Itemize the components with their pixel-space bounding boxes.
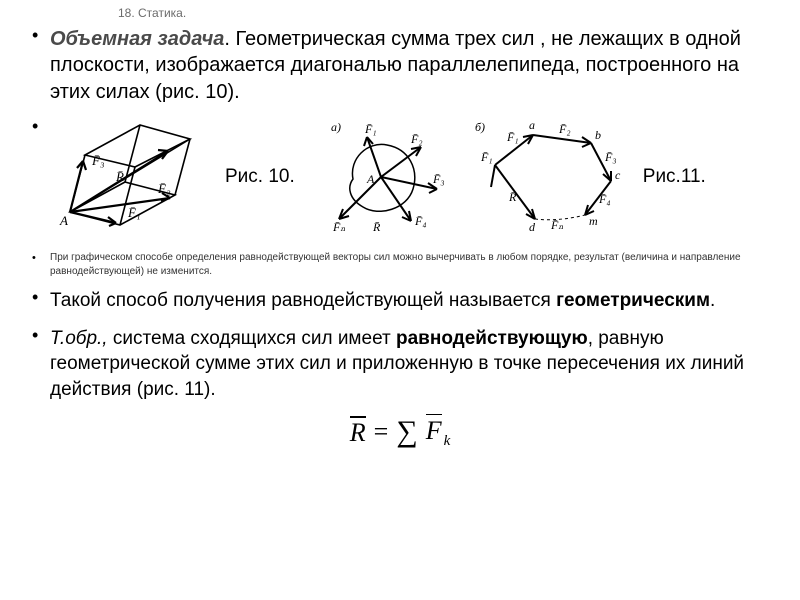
figure-row: F̄₁ F̄₂ F̄₃ R̄ A Рис. 10. a) xyxy=(50,117,772,237)
formula-eq: = xyxy=(374,417,389,447)
svg-text:F̄ₙ: F̄ₙ xyxy=(550,218,564,232)
svg-text:F̄₃: F̄₃ xyxy=(432,172,445,186)
para-resultant: Т.обр., система сходящихся сил имеет рав… xyxy=(50,326,772,402)
p3a: система сходящихся сил имеет xyxy=(108,328,396,349)
formula-Fk: Fk xyxy=(426,414,451,450)
svg-text:a): a) xyxy=(331,120,341,134)
fig11-caption: Рис.11. xyxy=(643,166,706,188)
content-list: Объемная задача. Геометрическая сумма тр… xyxy=(28,26,772,402)
svg-text:F̄₂: F̄₂ xyxy=(410,132,423,146)
svg-text:F̄₄: F̄₄ xyxy=(598,192,611,206)
item-figures: F̄₁ F̄₂ F̄₃ R̄ A Рис. 10. a) xyxy=(28,117,772,237)
lead-term: Объемная задача xyxy=(50,28,224,50)
figure-11b: б) a b xyxy=(471,117,623,237)
svg-text:d: d xyxy=(529,220,536,234)
svg-text:F̄₂: F̄₂ xyxy=(558,122,571,136)
svg-text:R̄: R̄ xyxy=(115,169,124,184)
formula: R = ∑ Fk xyxy=(350,414,451,450)
svg-text:A: A xyxy=(366,172,375,186)
svg-text:m: m xyxy=(589,214,598,228)
figure-10: F̄₁ F̄₂ F̄₃ R̄ A xyxy=(50,117,205,237)
polygon-diagram: б) a b xyxy=(471,117,623,237)
svg-text:F̄₃: F̄₃ xyxy=(91,153,104,168)
p2a: Такой способ получения равнодействующей … xyxy=(50,290,556,311)
svg-text:F̄₄: F̄₄ xyxy=(414,214,427,228)
fig10-caption: Рис. 10. xyxy=(225,166,295,188)
note-text: При графическом способе определения равн… xyxy=(50,251,772,278)
sum-sign: ∑ xyxy=(396,417,417,447)
formula-R: R xyxy=(350,416,366,448)
item-note: При графическом способе определения равн… xyxy=(28,251,772,278)
svg-text:F̄₂: F̄₂ xyxy=(157,181,171,196)
svg-text:R̄: R̄ xyxy=(372,220,381,234)
svg-text:F̄₁: F̄₁ xyxy=(127,205,140,220)
svg-text:F̄₁: F̄₁ xyxy=(364,122,377,136)
item-resultant: Т.обр., система сходящихся сил имеет рав… xyxy=(28,326,772,402)
svg-text:F̄₃: F̄₃ xyxy=(604,150,617,164)
p3lead: Т.обр., xyxy=(50,328,108,349)
item-geometric: Такой способ получения равнодействующей … xyxy=(28,288,772,313)
figure-11a: a) A F̄₁ F̄₂ xyxy=(315,117,457,237)
svg-text:б): б) xyxy=(475,120,485,134)
p3b: равнодействующую xyxy=(396,328,588,349)
formula-F: F xyxy=(426,414,442,446)
formula-k: k xyxy=(444,433,451,449)
parallelepiped-diagram: F̄₁ F̄₂ F̄₃ R̄ A xyxy=(50,117,205,237)
concurrent-diagram: a) A F̄₁ F̄₂ xyxy=(315,117,457,237)
svg-text:a: a xyxy=(529,118,535,132)
p2b: геометрическим xyxy=(556,290,710,311)
svg-text:c: c xyxy=(615,168,621,182)
para-geometric: Такой способ получения равнодействующей … xyxy=(50,288,772,313)
para-volume: Объемная задача. Геометрическая сумма тр… xyxy=(50,26,772,105)
svg-text:b: b xyxy=(595,128,601,142)
svg-text:F̄₁: F̄₁ xyxy=(506,130,519,144)
item-volume-problem: Объемная задача. Геометрическая сумма тр… xyxy=(28,26,772,105)
svg-text:F̄₁: F̄₁ xyxy=(480,150,493,164)
svg-text:R̄: R̄ xyxy=(508,190,517,204)
page-header: 18. Статика. xyxy=(118,6,772,20)
svg-text:F̄ₙ: F̄ₙ xyxy=(332,220,346,234)
svg-text:A: A xyxy=(59,213,68,228)
formula-row: R = ∑ Fk xyxy=(28,414,772,450)
p2c: . xyxy=(710,290,715,311)
